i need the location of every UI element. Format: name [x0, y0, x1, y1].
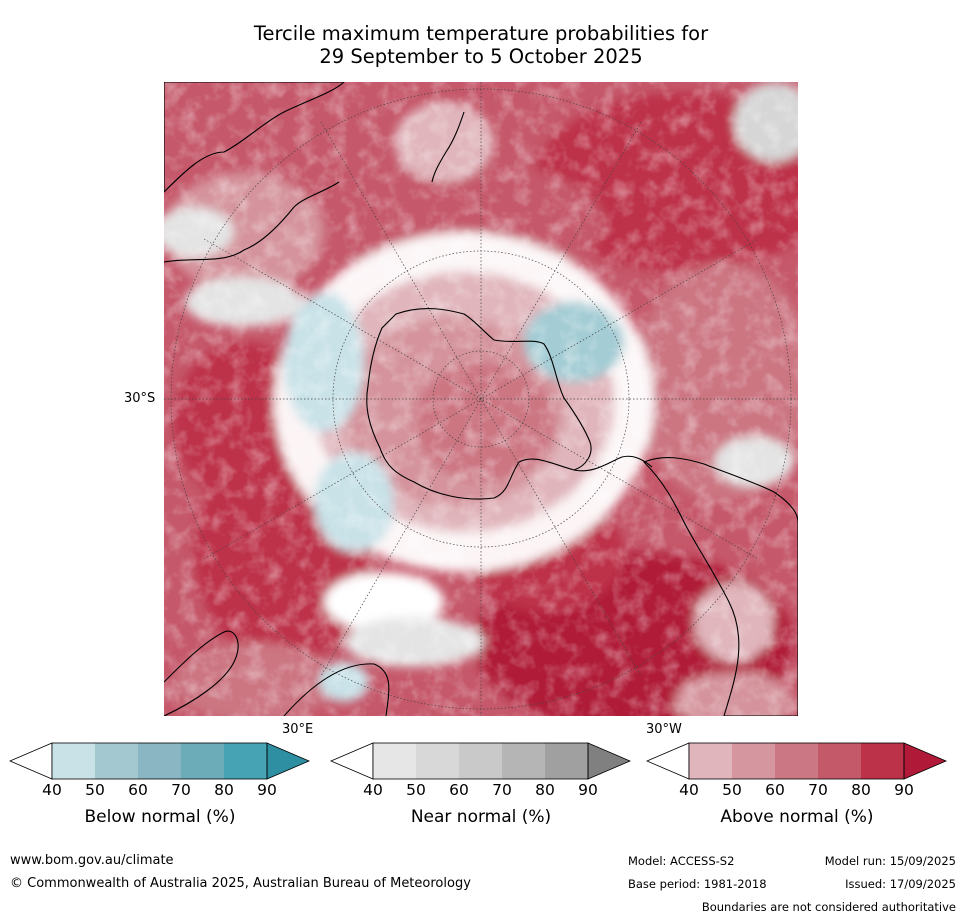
- coastlines: [164, 82, 798, 716]
- colorbar-tick-label: 50: [722, 781, 742, 799]
- colorbar-tick-label: 70: [492, 781, 512, 799]
- colorbar-tick-label: 40: [42, 781, 62, 799]
- colorbar-near-normal: [329, 742, 632, 780]
- colorbar-tick-label: 80: [535, 781, 555, 799]
- colorbar-segment: [689, 743, 732, 779]
- colorbar-segment: [818, 743, 861, 779]
- colorbar-tick-label: 50: [85, 781, 105, 799]
- colorbar-segment: [224, 743, 267, 779]
- footer-model: Model: ACCESS-S2: [628, 854, 735, 868]
- colorbar-tick-label: 60: [449, 781, 469, 799]
- colorbar-tick-label: 50: [406, 781, 426, 799]
- colorbar-segment: [459, 743, 502, 779]
- colorbar-left-arrow: [329, 742, 374, 780]
- colorbar-left-arrow: [645, 742, 690, 780]
- colorbar-tick-label: 40: [363, 781, 383, 799]
- colorbar-segment: [138, 743, 181, 779]
- lon-label-30w: 30°W: [646, 722, 682, 737]
- colorbar-title-below: Below normal (%): [84, 807, 236, 827]
- colorbar-segment: [95, 743, 138, 779]
- lat-label-30s: 30°S: [124, 391, 156, 406]
- chart-title: Tercile maximum temperature probabilitie…: [164, 22, 798, 68]
- colorbar-segment: [861, 743, 904, 779]
- title-line-2: 29 September to 5 October 2025: [319, 45, 643, 68]
- footer-disclaimer: Boundaries are not considered authoritat…: [701, 900, 956, 914]
- colorbar-tick-label: 80: [851, 781, 871, 799]
- colorbar-tick-label: 40: [679, 781, 699, 799]
- footer-model-run: Model run: 15/09/2025: [824, 854, 956, 868]
- colorbar-below-svg: [8, 742, 311, 780]
- colorbar-tick-label: 90: [894, 781, 914, 799]
- colorbar-segment: [373, 743, 416, 779]
- footer-copyright: © Commonwealth of Australia 2025, Austra…: [10, 876, 471, 891]
- colorbar-right-arrow: [266, 742, 311, 780]
- colorbar-segment: [732, 743, 775, 779]
- colorbar-above-svg: [645, 742, 948, 780]
- colorbar-segment: [181, 743, 224, 779]
- footer-issued: Issued: 17/09/2025: [845, 877, 956, 891]
- colorbar-tick-label: 60: [765, 781, 785, 799]
- colorbar-below-normal: [8, 742, 311, 780]
- colorbar-tick-label: 90: [578, 781, 598, 799]
- colorbar-tick-label: 80: [214, 781, 234, 799]
- probability-map: [164, 82, 798, 716]
- graticule: [164, 82, 798, 716]
- map-svg: [164, 82, 798, 716]
- colorbar-segment: [545, 743, 588, 779]
- colorbar-segment: [775, 743, 818, 779]
- colorbar-tick-label: 70: [171, 781, 191, 799]
- colorbar-segment: [52, 743, 95, 779]
- colorbar-left-arrow: [8, 742, 53, 780]
- colorbar-right-arrow: [587, 742, 632, 780]
- colorbar-above-normal: [645, 742, 948, 780]
- title-line-1: Tercile maximum temperature probabilitie…: [253, 22, 709, 45]
- colorbar-outline: [688, 742, 905, 780]
- colorbar-outline: [51, 742, 268, 780]
- colorbar-outline: [372, 742, 589, 780]
- colorbar-segment: [502, 743, 545, 779]
- footer-website: www.bom.gov.au/climate: [10, 853, 174, 868]
- lon-label-30e: 30°E: [282, 722, 314, 737]
- colorbar-title-above: Above normal (%): [720, 807, 874, 827]
- colorbar-right-arrow: [903, 742, 948, 780]
- colorbar-tick-label: 60: [128, 781, 148, 799]
- colorbar-segment: [416, 743, 459, 779]
- colorbar-title-near: Near normal (%): [410, 807, 552, 827]
- colorbar-tick-label: 90: [257, 781, 277, 799]
- colorbar-near-svg: [329, 742, 632, 780]
- footer-base-period: Base period: 1981-2018: [628, 877, 767, 891]
- colorbar-tick-label: 70: [808, 781, 828, 799]
